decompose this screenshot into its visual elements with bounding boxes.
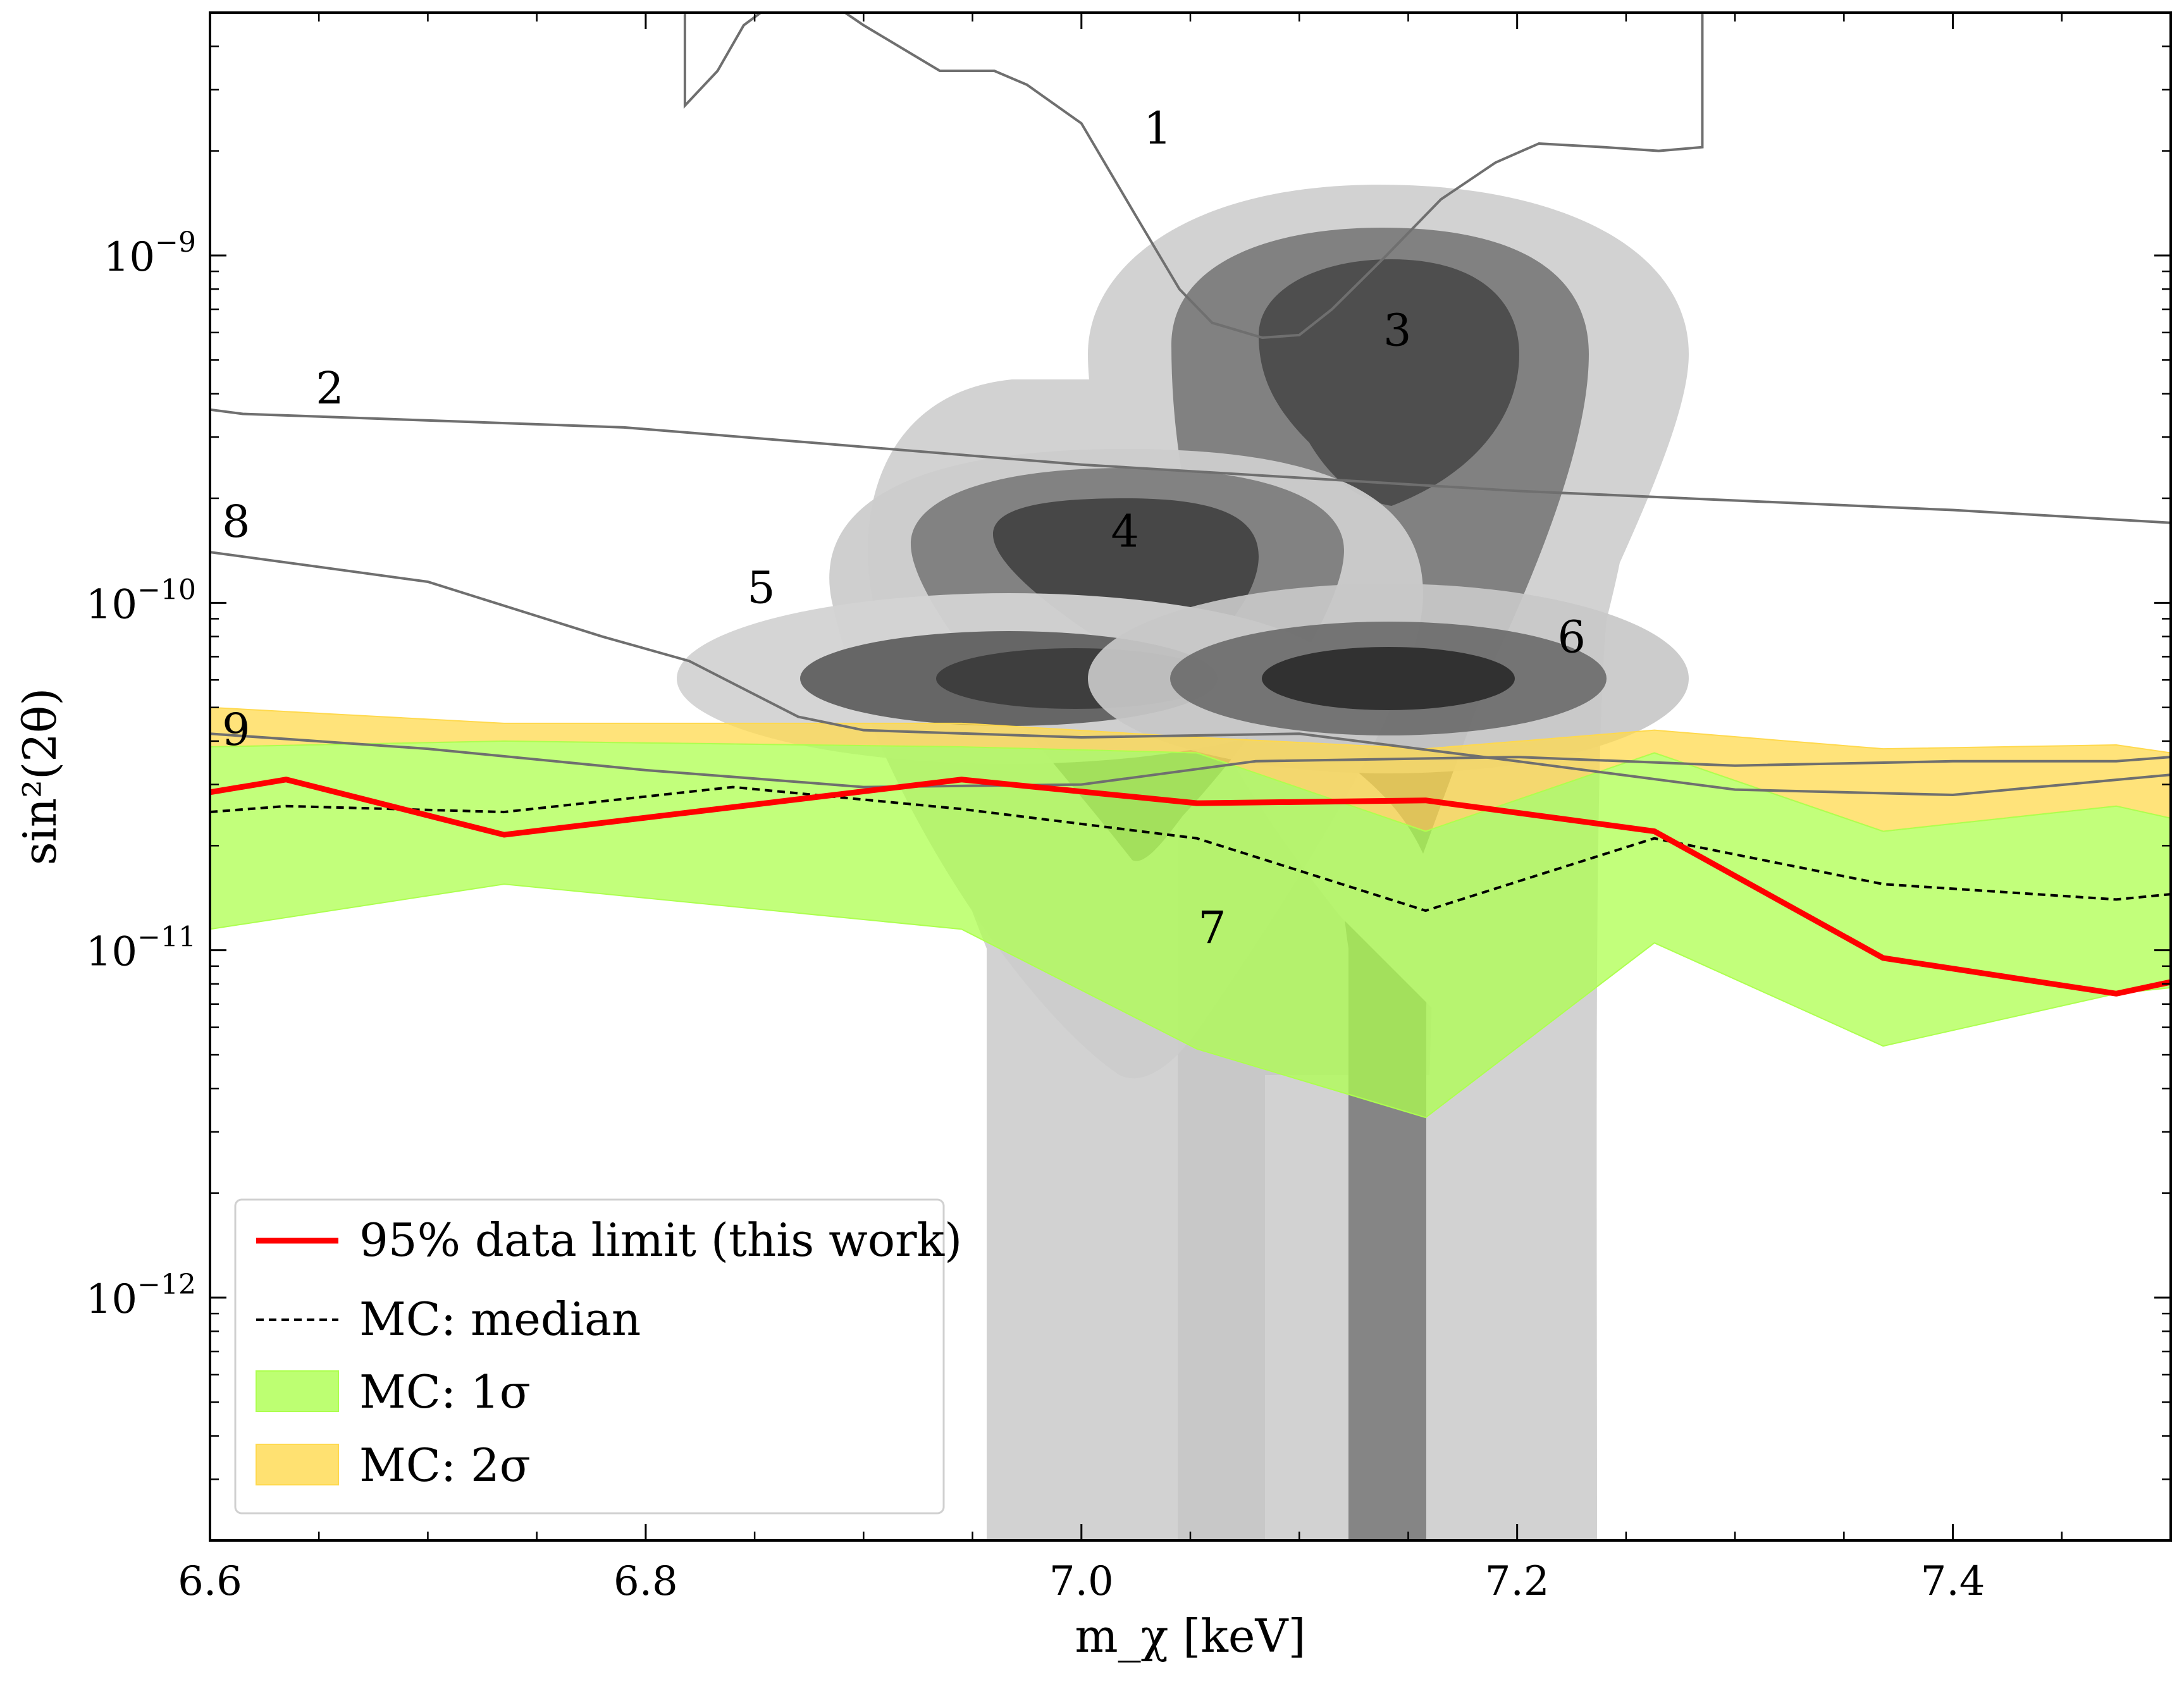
mc-bands	[210, 706, 2171, 1119]
legend-item-mc-1: MC: 1σ	[256, 1365, 531, 1418]
legend-swatch	[256, 1370, 339, 1412]
legend-label: 95% data limit (this work)	[359, 1214, 962, 1267]
x-axis-title: m_χ [keV]	[1075, 1609, 1305, 1662]
x-tick-label: 7.2	[1485, 1558, 1550, 1605]
y-tick-label: 10−9	[104, 226, 196, 281]
reference-curves	[210, 13, 2171, 797]
axes: 6.6 6.8 7.0 7.2 7.4 10−9 10−10 10−11 10−12 m_χ …	[13, 11, 2172, 1662]
x-tick-label: 6.6	[178, 1558, 242, 1605]
y-tick-label: 10−10	[86, 574, 196, 628]
region-6-contours	[1088, 584, 1689, 773]
curve-label-9: 9	[222, 704, 250, 756]
x-axis-ticks: 6.6 6.8 7.0 7.2 7.4	[178, 13, 2172, 1605]
x-tick-label: 7.0	[1049, 1558, 1114, 1605]
region-label-6: 6	[1558, 612, 1586, 663]
line-95-data-limit-this-work	[210, 777, 2171, 997]
y-axis-title: sin²(2θ)	[13, 688, 66, 866]
legend-label: MC: median	[359, 1293, 641, 1346]
legend-item-mc-2: MC: 2σ	[256, 1439, 531, 1492]
y-tick-label: 10−12	[86, 1269, 196, 1323]
legend-label: MC: 2σ	[359, 1439, 531, 1492]
line-mc-median	[210, 785, 2171, 913]
curve-label-2: 2	[316, 362, 344, 414]
x-tick-label: 6.8	[614, 1558, 678, 1605]
region-label-7: 7	[1198, 902, 1226, 954]
reference-curve-8	[210, 551, 2171, 797]
region-labels: 1 2 8 9 3 4 5 6 7	[222, 102, 1586, 954]
band-mc-1	[210, 740, 2171, 1119]
legend-frame	[234, 1198, 945, 1515]
x-tick-label: 7.4	[1921, 1558, 1985, 1605]
curve-label-1: 1	[1144, 102, 1172, 154]
excluded-region-contours	[677, 185, 1689, 1540]
legend-item-mc-median: MC: median	[256, 1293, 641, 1346]
y-tick-label: 10−11	[86, 921, 196, 976]
curve-label-8: 8	[222, 496, 250, 548]
limit-lines	[210, 777, 2171, 997]
region-label-4: 4	[1111, 506, 1139, 558]
legend-swatch	[256, 1444, 339, 1485]
y-axis-ticks: 10−9 10−10 10−11 10−12	[86, 45, 2171, 1480]
reference-curve-2	[210, 408, 2171, 524]
legend-label: MC: 1σ	[359, 1365, 531, 1418]
reference-curve-1	[683, 13, 1704, 339]
reference-curve-9	[210, 732, 2171, 789]
region-label-5: 5	[747, 562, 775, 613]
region-label-3: 3	[1383, 305, 1412, 357]
legend: 95% data limit (this work) MC: median MC: …	[234, 1198, 962, 1515]
legend-item-95-data-limit-this-work: 95% data limit (this work)	[256, 1214, 962, 1267]
